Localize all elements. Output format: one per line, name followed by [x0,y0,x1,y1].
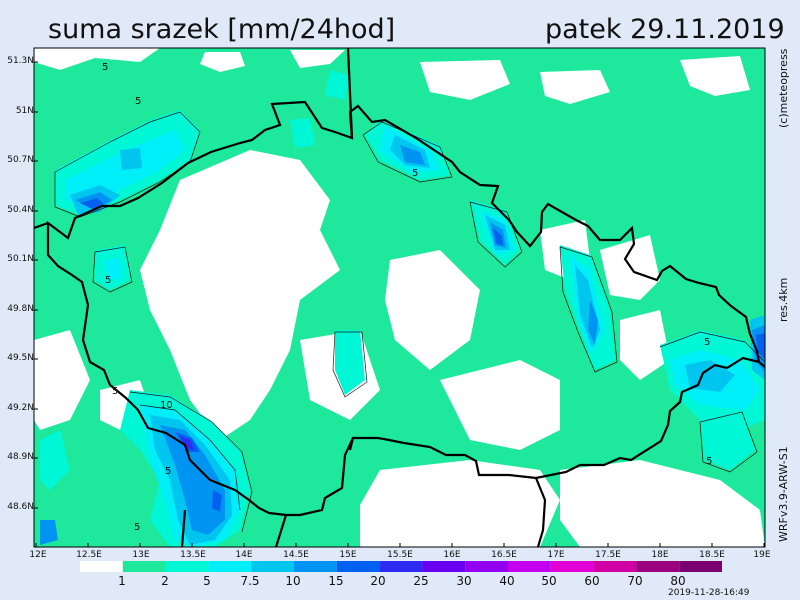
legend-label: 10 [285,574,301,588]
contour-label: 5 [706,456,712,467]
legend-swatch [165,561,209,572]
forecast-date: patek 29.11.2019 [545,14,785,45]
lon-tick-label: 18E [651,550,669,560]
legend-label: 15 [328,574,344,588]
contour-label-group: 5 5 5 5 5 5 10 5 5 5 [102,62,712,533]
legend-swatch [122,561,166,572]
contour-label: 5 [112,386,118,397]
contour-label: 5 [102,62,108,73]
legend-swatch [80,561,123,572]
lon-tick-label: 14E [235,550,253,560]
precip-25mm [180,436,194,450]
legend-label: 30 [456,574,472,588]
lat-tick-label: 48.6N [7,502,34,512]
legend-swatch [508,561,551,572]
contour-label: 10 [160,400,173,411]
legend-label: 7.5 [240,574,260,588]
neighbour-borders [34,48,765,547]
legend-swatch [593,561,637,572]
legend-label: 50 [541,574,557,588]
lon-tick-label: 15.5E [387,550,413,560]
legend-swatch [679,561,722,572]
legend-label: 2 [161,574,169,588]
legend-swatch [336,561,380,572]
legend-label: 25 [413,574,429,588]
lat-tick-label: 50.1N [7,254,34,264]
legend-label: 1 [118,574,126,588]
contour-label: 5 [412,168,418,179]
lon-tick-label: 14.5E [283,550,309,560]
legend-swatch [294,561,337,572]
lat-tick-label: 49.2N [7,403,34,413]
contour-label: 5 [704,337,710,348]
contour-lines [54,111,765,533]
lat-tick-label: 49.8N [7,304,34,314]
precipitation-field [34,48,765,547]
legend-label: 20 [370,574,386,588]
map-frame [33,47,766,548]
lon-tick-label: 15E [339,550,357,560]
legend-swatch [636,561,680,572]
lon-tick-label: 17.5E [595,550,621,560]
lon-tick-label: 13.5E [180,550,206,560]
lon-tick-label: 13E [132,550,150,560]
lon-tick-label: 12E [29,550,47,560]
legend-swatch [550,561,594,572]
timestamp: 2019-11-28-16:49 [668,588,750,598]
lon-tick-label: 18.5E [699,550,725,560]
lon-tick-label: 16E [443,550,461,560]
legend-swatch [251,561,294,572]
lat-tick-label: 50.4N [7,205,34,215]
contour-label: 5 [135,96,141,107]
lat-tick-label: 51N [15,106,34,116]
legend-swatch [208,561,252,572]
legend-label: 70 [627,574,643,588]
legend-label: 5 [203,574,211,588]
map-title: suma srazek [mm/24hod] [48,14,396,45]
lon-tick-label: 19E [753,550,771,560]
lon-tick-label: 12.5E [76,550,102,560]
legend-swatch [422,561,466,572]
axis-ticks [34,61,765,547]
lat-tick-label: 48.9N [7,452,34,462]
lat-tick-label: 51.3N [7,56,34,66]
legend-swatch [379,561,423,572]
legend-label: 60 [584,574,600,588]
legend-swatch [465,561,508,572]
contour-label: 5 [134,522,140,533]
lon-tick-label: 16.5E [491,550,517,560]
lat-tick-label: 49.5N [7,353,34,363]
legend-label: 40 [499,574,515,588]
lat-tick-label: 50.7N [7,155,34,165]
lon-tick-label: 17E [547,550,565,560]
legend-bar [80,561,722,572]
contour-label: 5 [105,275,111,286]
contour-label: 5 [165,466,171,477]
legend-label: 80 [670,574,686,588]
